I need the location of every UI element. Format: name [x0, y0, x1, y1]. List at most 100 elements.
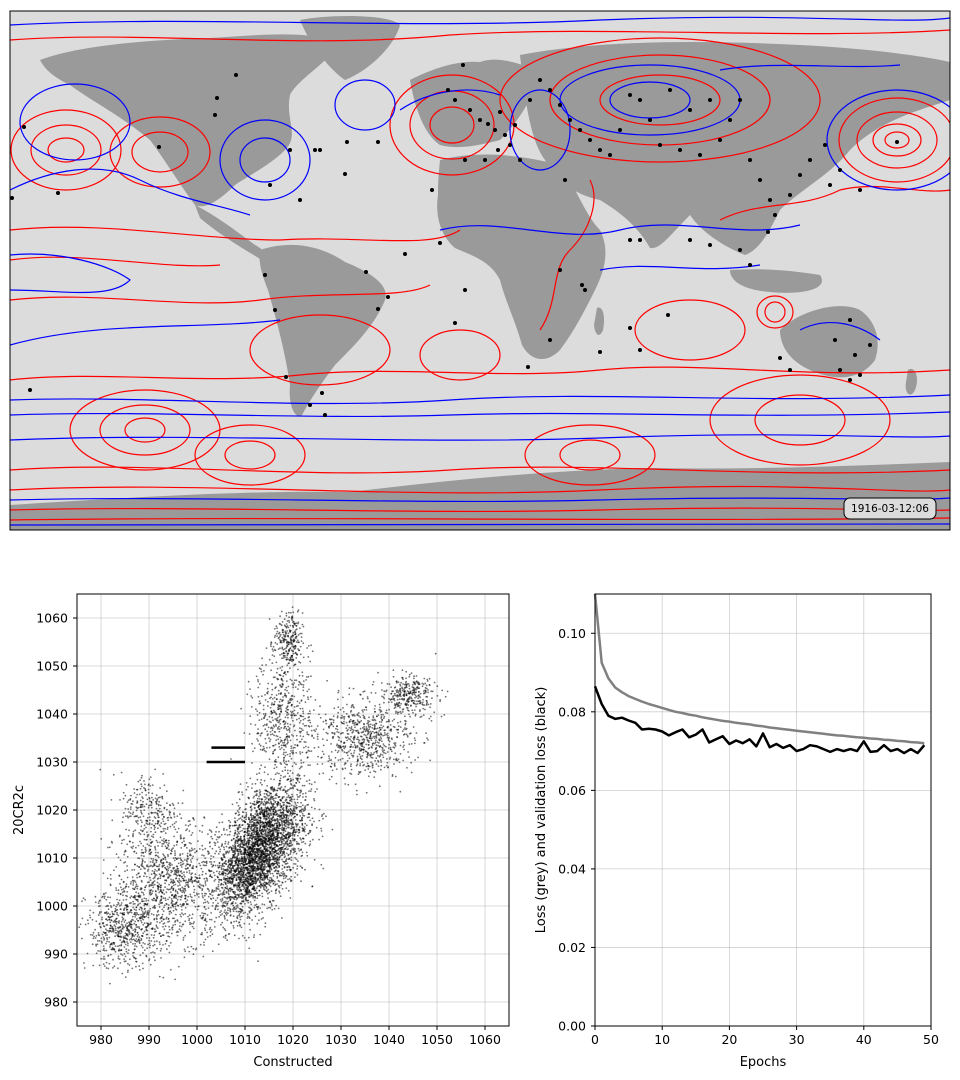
- scatter-point: [285, 807, 288, 809]
- land-south-america: [259, 244, 386, 416]
- scatter-point: [276, 872, 279, 875]
- scatter-point: [281, 789, 284, 792]
- scatter-point: [263, 817, 265, 820]
- scatter-point: [274, 854, 277, 857]
- scatter-point: [273, 767, 276, 770]
- scatter-point: [224, 860, 227, 863]
- scatter-point: [281, 850, 283, 853]
- scatter-point: [278, 862, 280, 865]
- scatter-point: [159, 921, 161, 924]
- scatter-point: [237, 877, 240, 879]
- scatter-point: [204, 884, 207, 886]
- scatter-point: [217, 883, 220, 886]
- scatter-point: [241, 818, 243, 821]
- scatter-point: [136, 904, 139, 907]
- scatter-point: [229, 821, 232, 824]
- scatter-point: [221, 813, 223, 816]
- scatter-point: [210, 855, 213, 857]
- scatter-point: [143, 922, 146, 925]
- scatter-point: [215, 916, 218, 919]
- observation-points: [10, 63, 899, 417]
- scatter-point: [274, 828, 277, 831]
- scatter-point: [249, 907, 252, 910]
- scatter-point: [126, 843, 129, 846]
- scatter-point: [213, 880, 216, 882]
- scatter-point: [262, 813, 264, 815]
- scatter-point: [241, 909, 244, 911]
- scatter-point: [102, 872, 105, 875]
- scatter-point: [117, 892, 120, 895]
- scatter-point: [272, 804, 274, 806]
- scatter-point: [171, 932, 173, 935]
- scatter-point: [246, 834, 249, 837]
- scatter-point: [159, 836, 162, 839]
- scatter-point: [139, 902, 142, 905]
- scatter-point: [298, 796, 301, 798]
- scatter-point: [236, 842, 239, 845]
- scatter-point: [270, 844, 273, 847]
- scatter-point: [149, 876, 151, 879]
- scatter-point: [148, 942, 151, 945]
- scatter-point: [103, 895, 106, 898]
- scatter-point: [236, 830, 239, 832]
- scatter-point: [172, 909, 175, 912]
- scatter-point: [249, 869, 252, 872]
- scatter-point: [188, 950, 191, 953]
- scatter-point: [303, 826, 306, 828]
- scatter-point: [301, 804, 304, 807]
- scatter-point: [150, 851, 153, 854]
- scatter-point: [161, 839, 163, 842]
- scatter-point: [161, 871, 164, 873]
- scatter-point: [280, 884, 283, 887]
- scatter-point: [228, 847, 231, 849]
- scatter-point: [174, 854, 177, 857]
- scatter-point: [308, 812, 310, 815]
- scatter-point: [154, 873, 157, 876]
- scatter-point: [251, 844, 254, 847]
- scatter-point: [220, 879, 223, 882]
- scatter-point: [282, 838, 284, 841]
- scatter-point: [273, 860, 276, 863]
- scatter-point: [157, 887, 159, 890]
- scatter-point: [299, 837, 302, 839]
- scatter-point: [231, 867, 233, 870]
- scatter-point: [203, 905, 206, 908]
- scatter-point: [223, 916, 226, 918]
- scatter-point: [294, 857, 297, 859]
- scatter-point: [238, 914, 241, 917]
- scatter-point: [275, 794, 278, 796]
- scatter-point: [212, 855, 215, 858]
- scatter-point: [167, 855, 170, 857]
- scatter-point: [266, 785, 269, 787]
- scatter-point: [220, 923, 222, 926]
- scatter-point: [171, 848, 173, 851]
- scatter-point: [127, 886, 130, 888]
- scatter-point: [151, 890, 154, 892]
- scatter-point: [231, 803, 234, 806]
- scatter-point: [148, 910, 151, 912]
- scatter-point: [149, 879, 152, 882]
- scatter-point: [261, 892, 264, 895]
- scatter-point: [265, 797, 268, 799]
- scatter-point: [245, 842, 248, 845]
- scatter-point: [126, 908, 129, 911]
- scatter-point: [175, 870, 178, 873]
- scatter-point: [235, 879, 238, 882]
- scatter-point: [274, 890, 277, 892]
- scatter-point: [299, 791, 301, 794]
- scatter-point: [269, 906, 272, 909]
- scatter-point: [267, 858, 270, 861]
- scatter-point: [231, 888, 234, 891]
- scatter-point: [158, 906, 161, 908]
- scatter-point: [271, 835, 273, 837]
- scatter-point: [240, 870, 243, 873]
- scatter-point: [122, 917, 125, 920]
- scatter-point: [249, 863, 251, 865]
- scatter-point: [273, 844, 276, 847]
- scatter-point: [285, 887, 288, 889]
- scatter-point: [256, 790, 259, 792]
- scatter-point: [157, 855, 159, 858]
- scatter-point: [248, 818, 251, 821]
- scatter-point: [175, 877, 178, 880]
- scatter-point: [91, 934, 94, 936]
